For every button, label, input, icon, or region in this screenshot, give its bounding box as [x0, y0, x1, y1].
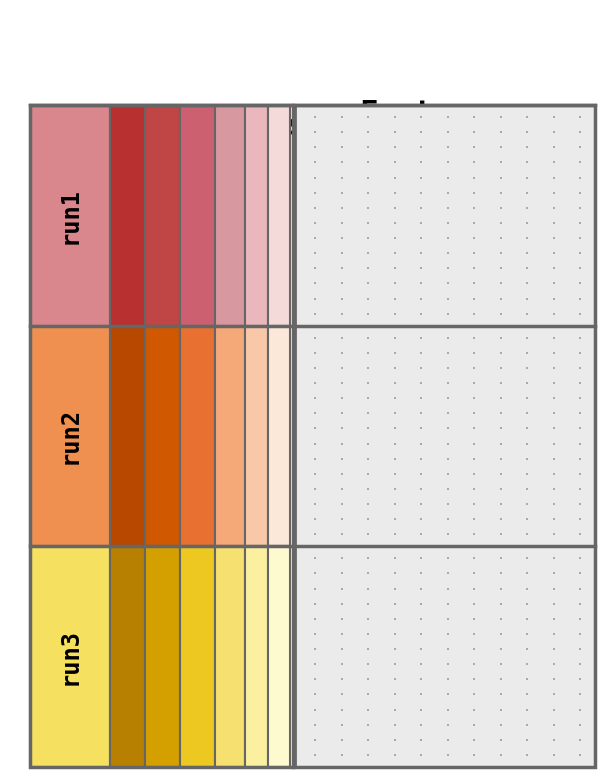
- Bar: [110, 546, 145, 767]
- Text: run2: run2: [58, 407, 82, 465]
- Bar: [30, 326, 110, 546]
- Bar: [295, 105, 595, 326]
- Bar: [215, 546, 245, 767]
- Bar: [110, 105, 145, 326]
- Bar: [110, 326, 145, 546]
- Bar: [268, 546, 290, 767]
- Bar: [295, 326, 595, 546]
- Text: quantCols: quantCols: [141, 113, 306, 141]
- Bar: [268, 105, 290, 326]
- Bar: [215, 326, 245, 546]
- Bar: [245, 326, 268, 546]
- Bar: [245, 546, 268, 767]
- Bar: [180, 546, 215, 767]
- Bar: [295, 546, 595, 767]
- Bar: [245, 105, 268, 326]
- Bar: [30, 105, 110, 326]
- Bar: [180, 326, 215, 546]
- Bar: [215, 105, 245, 326]
- Bar: [268, 326, 290, 546]
- Text: annotations: annotations: [323, 124, 525, 153]
- Text: run3: run3: [58, 628, 82, 685]
- Bar: [145, 326, 180, 546]
- Bar: [30, 546, 110, 767]
- Text: runCol: runCol: [82, 138, 193, 168]
- Bar: [145, 546, 180, 767]
- Bar: [30, 105, 595, 767]
- Text: run1: run1: [58, 186, 82, 244]
- Text: Feature: Feature: [359, 99, 488, 127]
- Bar: [145, 105, 180, 326]
- Bar: [180, 105, 215, 326]
